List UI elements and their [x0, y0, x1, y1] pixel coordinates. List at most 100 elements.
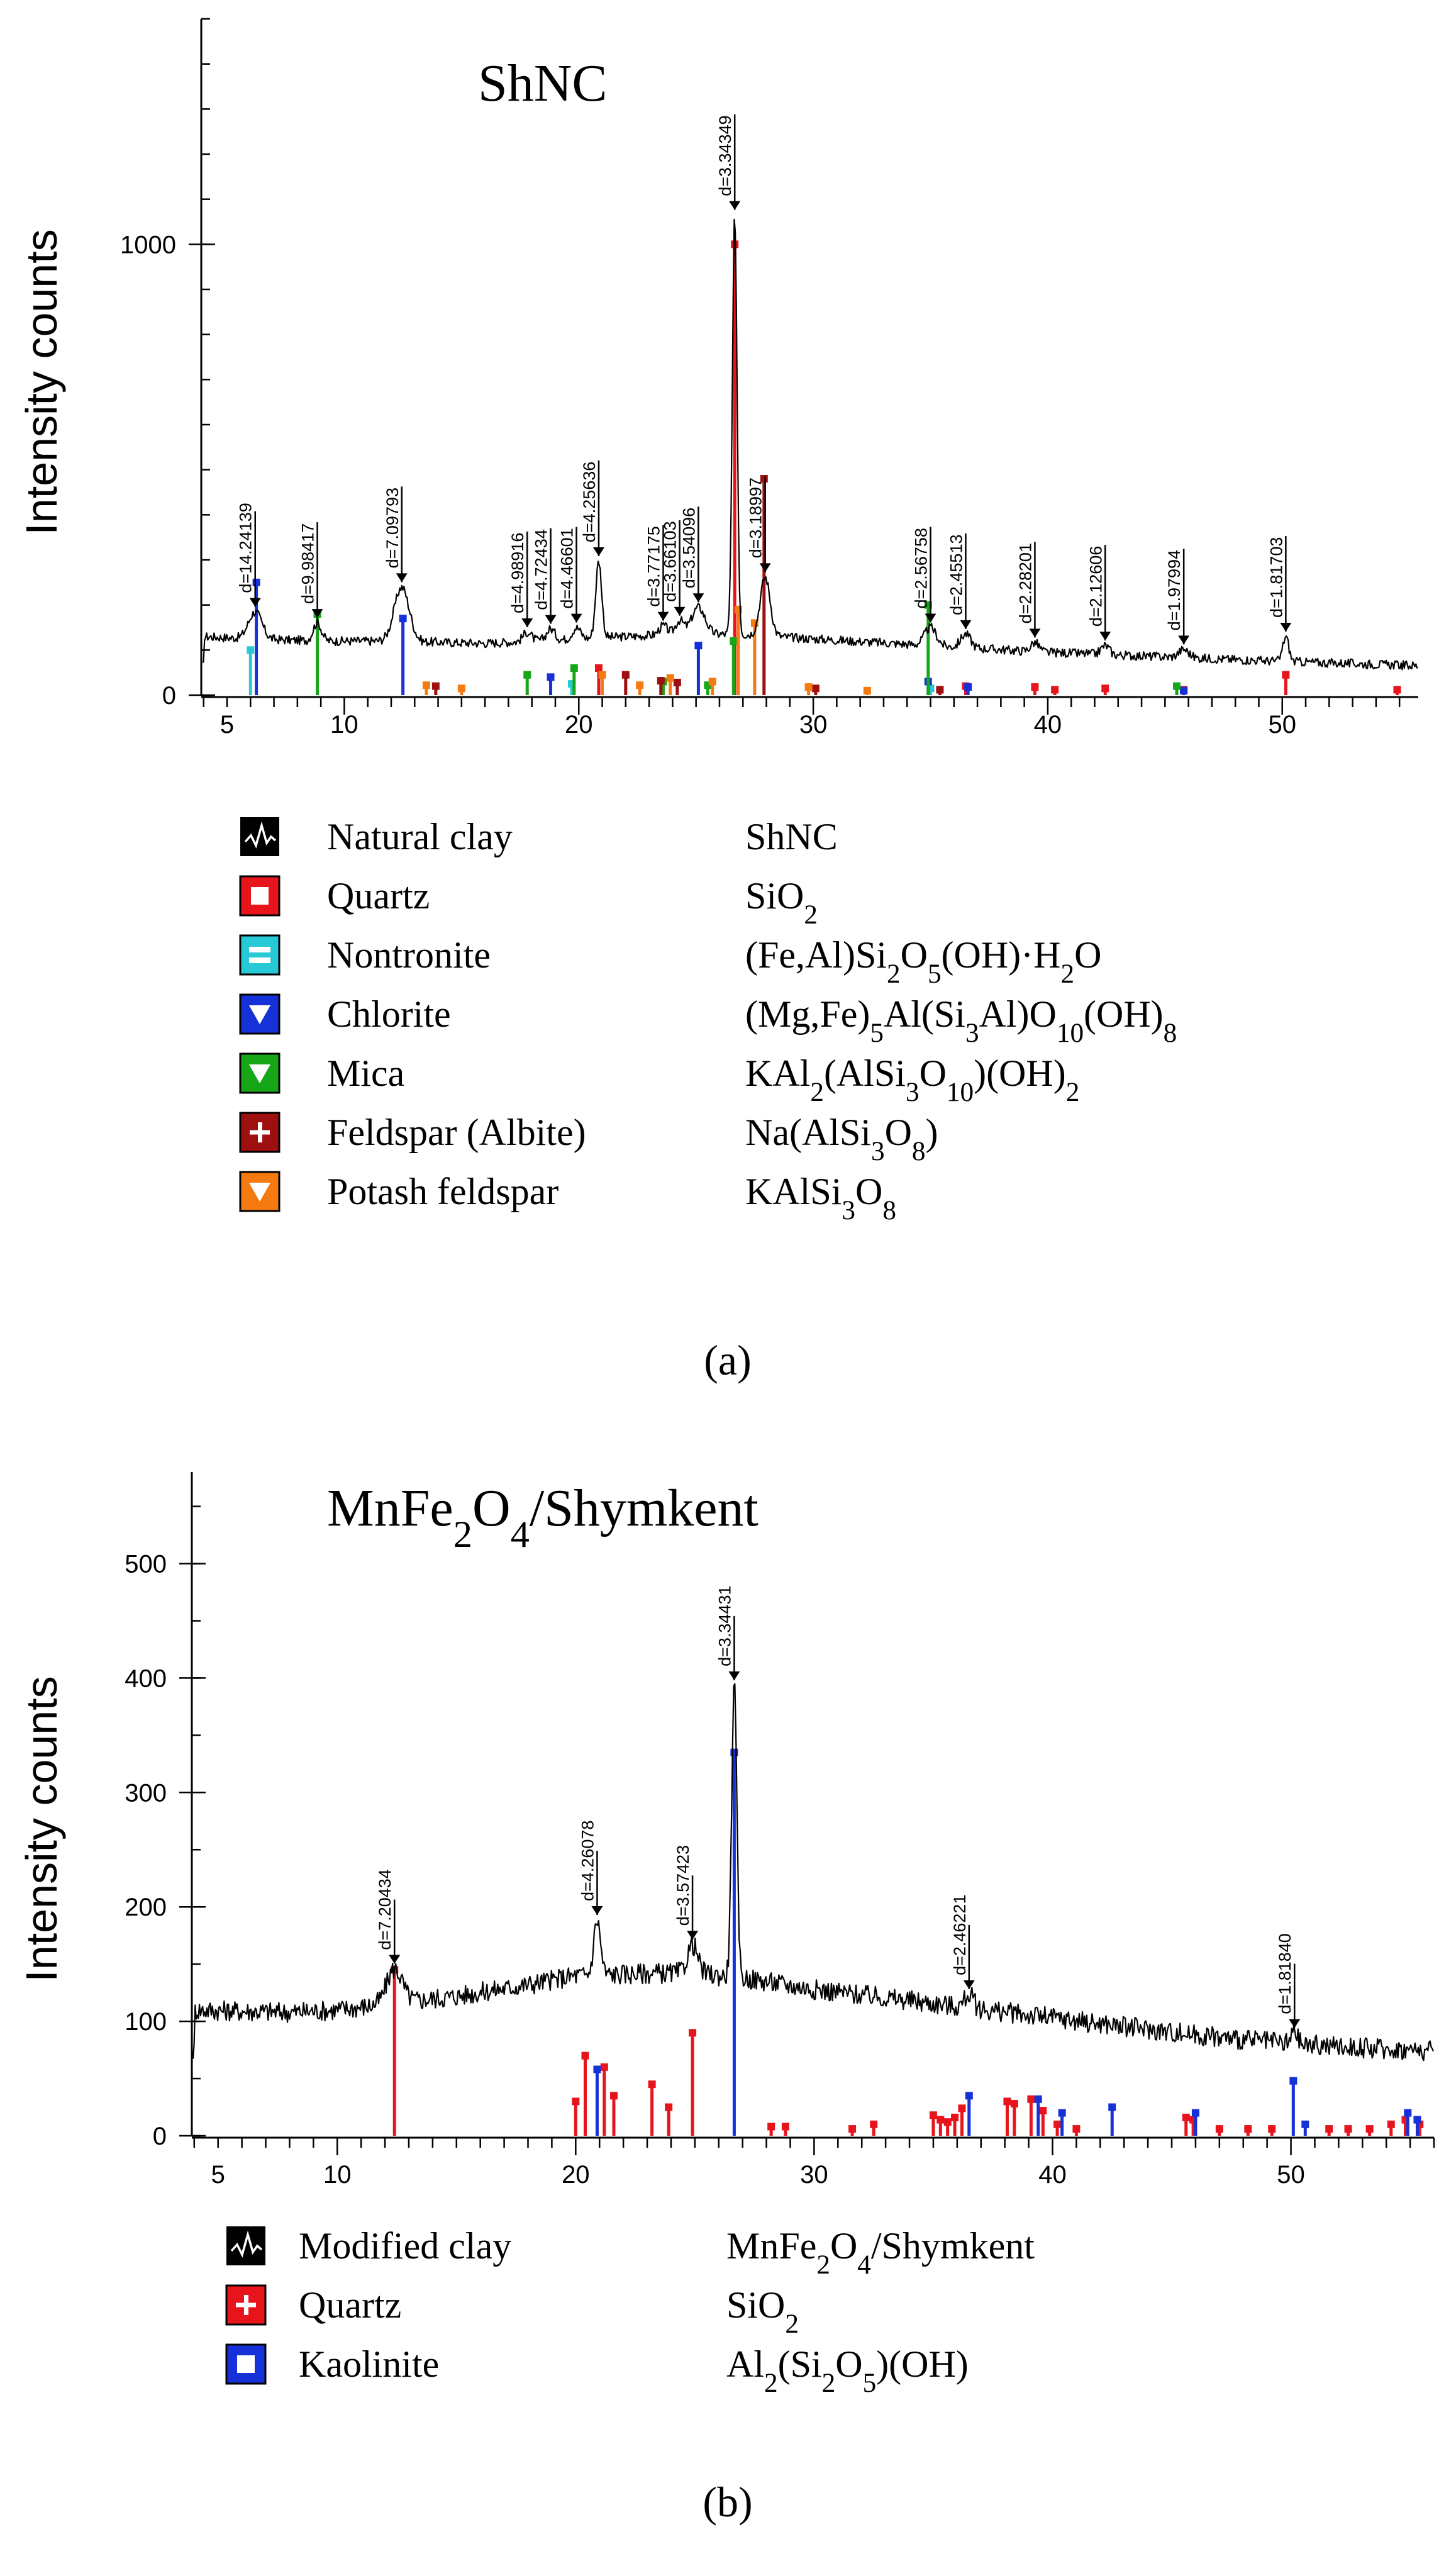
reference-stick-marker	[708, 678, 716, 686]
x-tick-label: 40	[1034, 711, 1062, 739]
plus-bar	[236, 2302, 256, 2308]
reference-stick-marker	[781, 2123, 789, 2131]
reference-stick-marker	[673, 678, 681, 686]
peak-marker	[592, 547, 604, 557]
reference-stick-marker	[1031, 683, 1039, 691]
reference-stick-marker	[689, 2029, 697, 2037]
text-run: O	[1074, 934, 1101, 976]
equals-bar	[249, 957, 270, 963]
reference-stick-marker	[1413, 2116, 1421, 2124]
peak-d-spacing-label: d=3.57423	[674, 1845, 692, 1926]
reference-stick-marker	[609, 2092, 618, 2100]
reference-stick-marker	[665, 2103, 673, 2111]
reference-stick-marker	[964, 683, 972, 691]
text-run: (Fe,Al)Si	[745, 934, 887, 976]
text-run: (OH)	[1084, 993, 1164, 1035]
subscript: 2	[816, 2250, 830, 2280]
reference-stick-marker	[581, 2051, 589, 2060]
triangle-glyph	[249, 1064, 270, 1083]
text-run: O	[885, 1112, 912, 1153]
text-run: O	[472, 1479, 511, 1538]
legend-square-icon	[225, 2343, 267, 2385]
subscript: 8	[912, 1137, 926, 1166]
text-run: KAlSi	[745, 1171, 842, 1212]
subscript: 2	[887, 959, 901, 989]
peak-marker	[1099, 632, 1111, 641]
legend-waveform-icon	[240, 817, 279, 856]
phase-sticks-nontronite	[247, 646, 935, 695]
reference-stick-marker	[1051, 686, 1059, 694]
reference-stick-marker	[1301, 2120, 1309, 2128]
legend-swatch	[240, 817, 279, 856]
reference-stick-marker	[929, 2111, 937, 2119]
reference-stick-marker	[1027, 2095, 1035, 2103]
peak-d-spacing-label: d=2.45513	[947, 535, 965, 615]
y-tick-label: 400	[125, 1665, 167, 1692]
peak-marker	[674, 606, 686, 616]
legend-waveform-icon	[226, 2226, 265, 2265]
peak-labels: d=7.20434 d=4.26078 d=3.57423 d=3.34431 d=2.…	[375, 1585, 1301, 2028]
subscript: 2	[1066, 1078, 1080, 1107]
legend-phase-name: Potash feldspar	[327, 1171, 559, 1212]
reference-stick-marker	[1365, 2125, 1374, 2133]
subscript: 3	[906, 1078, 920, 1107]
peak-marker	[1178, 635, 1190, 645]
reference-stick-marker	[1072, 2125, 1081, 2133]
waveform-glyph	[230, 2230, 263, 2258]
peak-d-spacing-label: d=1.81840	[1275, 1933, 1294, 2014]
reference-stick-marker	[1182, 2113, 1190, 2121]
y-axis-label: Intensity counts	[17, 229, 66, 535]
legend-formula: (Fe,Al)Si2O5(OH)·H2O	[745, 934, 1101, 989]
x-tick-label: 20	[565, 711, 593, 739]
reference-stick-marker	[1180, 686, 1188, 695]
legend-swatch	[226, 2226, 265, 2265]
legend-phase-name: Nontronite	[327, 934, 491, 976]
y-tick-label: 500	[125, 1551, 167, 1578]
y-tick-label: 0	[162, 682, 176, 710]
peak-d-spacing-label: d=4.25636	[580, 462, 599, 542]
subscript: 4	[511, 1514, 530, 1556]
legend-plus-icon	[225, 2284, 267, 2326]
x-tick-label: 30	[800, 2161, 828, 2189]
panel-caption: (a)	[704, 1336, 751, 1384]
legend-phase-name: Chlorite	[327, 993, 451, 1035]
reference-stick-marker	[570, 664, 578, 672]
text-run: O	[901, 934, 928, 976]
reference-stick-marker	[621, 671, 630, 679]
reference-stick-marker	[1268, 2125, 1276, 2133]
peak-d-spacing-label: d=9.98417	[299, 523, 318, 604]
peak-marker	[1029, 628, 1041, 638]
reference-stick-marker	[811, 684, 820, 693]
reference-stick-marker	[730, 637, 738, 645]
subscript: 8	[1164, 1018, 1177, 1048]
reference-stick-marker	[1010, 2100, 1018, 2108]
peak-marker	[687, 1931, 699, 1940]
reference-stick-marker	[1003, 2097, 1011, 2106]
phase-sticks	[391, 1748, 1424, 2136]
x-tick-label: 50	[1269, 711, 1297, 739]
reference-stick-marker	[804, 683, 813, 691]
legend-formula: ShNC	[745, 816, 838, 857]
reference-stick-marker	[572, 2097, 580, 2106]
reference-stick-marker	[457, 684, 465, 693]
reference-stick-marker	[666, 674, 674, 682]
text-run: /Shymkent	[530, 1479, 759, 1538]
subscript: 5	[928, 959, 942, 989]
peak-d-spacing-label: d=3.54096	[679, 508, 698, 588]
triangle-glyph	[249, 1005, 270, 1024]
subscript: 5	[870, 1018, 884, 1048]
subscript: 3	[871, 1137, 885, 1166]
peak-d-spacing-label: d=3.34431	[715, 1585, 734, 1666]
phase-sticks-kaolinite	[593, 1748, 1421, 2136]
legend-formula: SiO2	[726, 2284, 799, 2339]
reference-stick-marker	[767, 2123, 775, 2131]
text-run: (Si	[778, 2343, 822, 2385]
text-run: /Shymkent	[871, 2225, 1035, 2267]
xrd-panel-b: d=7.20434 d=4.26078 d=3.57423 d=3.34431 d=2.…	[17, 1472, 1435, 2526]
chart-title: MnFe2O4/Shymkent	[327, 1479, 759, 1556]
reference-stick-marker	[848, 2125, 857, 2133]
reference-stick-marker	[1191, 2109, 1199, 2117]
legend-triangle-down-icon	[239, 1171, 281, 1212]
reference-stick-marker	[648, 2080, 656, 2089]
